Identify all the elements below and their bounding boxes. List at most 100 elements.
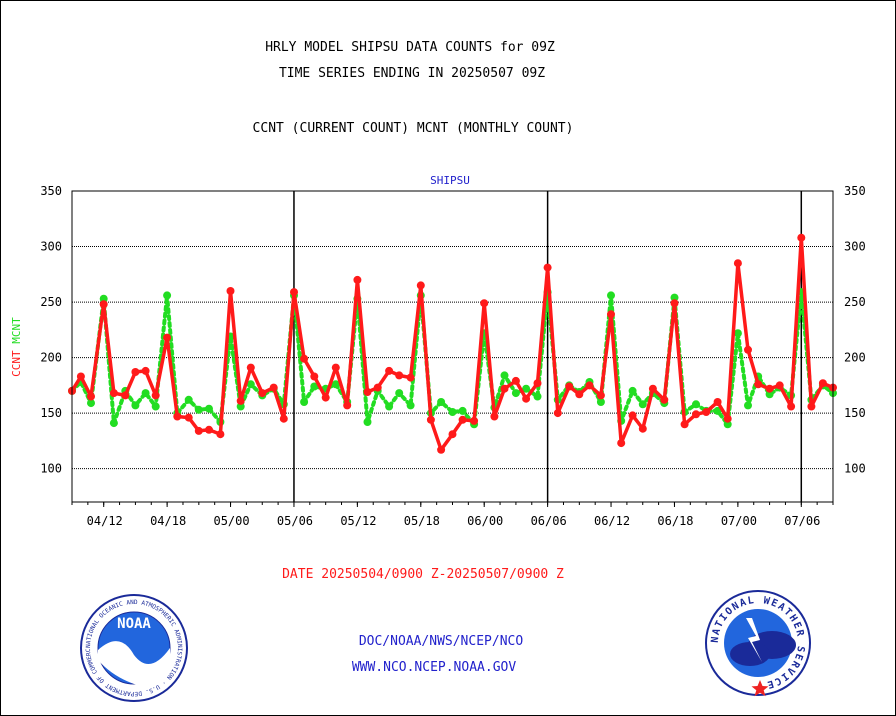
data-point-ccnt (723, 414, 732, 423)
data-point-ccnt (648, 384, 657, 393)
agency-path-link[interactable]: DOC/NOAA/NWS/NCEP/NCO (359, 634, 524, 649)
data-point-ccnt (236, 396, 245, 405)
data-point-ccnt (692, 410, 700, 419)
data-point-ccnt (607, 310, 615, 319)
data-point-ccnt (458, 415, 467, 424)
x-tick-label: 04/12 (87, 514, 123, 528)
data-point-mcnt (87, 399, 95, 408)
y-ticks-left: 100 150 200 250 300 350 (40, 184, 62, 476)
data-point-mcnt (744, 401, 752, 410)
data-point-mcnt (205, 404, 213, 413)
data-point-mcnt (511, 389, 520, 398)
x-tick-label: 06/00 (467, 514, 503, 528)
data-point-mcnt (437, 398, 446, 406)
data-point-ccnt (331, 363, 340, 372)
x-tick-label: 05/18 (404, 514, 440, 528)
data-point-mcnt (109, 419, 118, 428)
x-tick-label: 05/12 (340, 514, 376, 528)
y-tick-label-left: 100 (40, 462, 62, 476)
data-point-mcnt (246, 380, 255, 389)
y-tick-label-right: 250 (844, 295, 866, 309)
data-point-ccnt (395, 371, 404, 380)
plot-border (71, 190, 834, 503)
data-point-mcnt (184, 395, 193, 404)
data-point-ccnt (511, 376, 520, 385)
data-point-ccnt (226, 287, 235, 295)
data-point-ccnt (173, 412, 182, 421)
noaa-logo-ring-text: NATIONAL OCEANIC AND ATMOSPHERIC ADMINIS… (0, 0, 183, 697)
data-point-mcnt (131, 401, 140, 410)
data-point-ccnt (470, 416, 479, 425)
data-point-ccnt (754, 380, 763, 389)
grid-layer (72, 191, 833, 502)
data-point-ccnt (522, 394, 531, 403)
data-point-ccnt (575, 390, 584, 399)
data-point-ccnt (426, 415, 435, 424)
chart-title-line2: TIME SERIES ENDING IN 20250507 09Z (279, 66, 545, 81)
x-tick-label: 06/06 (531, 514, 567, 528)
data-point-ccnt (533, 379, 542, 388)
data-point-mcnt (713, 406, 722, 415)
data-point-ccnt (131, 368, 140, 376)
noaa-logo-gull (98, 641, 170, 686)
data-point-ccnt (797, 233, 806, 242)
data-point-ccnt (680, 420, 689, 429)
data-point-ccnt (194, 426, 203, 435)
data-point-ccnt (617, 439, 626, 448)
data-point-ccnt (373, 383, 382, 392)
data-point-ccnt (565, 382, 574, 391)
noaa-logo[interactable]: NATIONAL OCEANIC AND ATMOSPHERIC ADMINIS… (0, 0, 188, 702)
website-link[interactable]: WWW.NCO.NCEP.NOAA.GOV (352, 660, 517, 675)
data-point-ccnt (543, 263, 552, 272)
data-point-ccnt (300, 354, 309, 363)
nws-logo[interactable]: NATIONAL WEATHER SERVICE (705, 590, 811, 697)
data-point-ccnt (490, 412, 499, 421)
data-point-ccnt (448, 430, 457, 439)
data-point-mcnt (670, 293, 679, 302)
data-point-ccnt (807, 402, 816, 411)
data-point-ccnt (151, 391, 160, 400)
data-point-ccnt (733, 259, 742, 268)
data-point-mcnt (638, 400, 647, 409)
data-point-ccnt (585, 381, 594, 390)
data-point-mcnt (194, 405, 203, 414)
data-point-mcnt (99, 294, 108, 303)
data-point-mcnt (310, 382, 319, 391)
y-ticks-right: 100 150 200 250 300 350 (844, 184, 866, 476)
y-tick-label-right: 300 (844, 240, 866, 254)
nws-logo-star-icon (751, 680, 769, 697)
x-tick-label: 06/12 (594, 514, 630, 528)
data-point-ccnt (385, 366, 394, 375)
nws-logo-cloud-2 (730, 642, 770, 666)
data-point-ccnt (109, 389, 118, 398)
data-point-ccnt (246, 363, 255, 372)
data-point-mcnt (733, 329, 742, 338)
data-point-mcnt (607, 291, 615, 300)
y-axis-label: CCNT MCNT (10, 317, 23, 377)
data-point-mcnt (163, 291, 172, 300)
data-point-mcnt (331, 380, 340, 389)
data-point-mcnt (500, 371, 509, 380)
data-point-ccnt (141, 366, 150, 375)
data-point-ccnt (99, 300, 108, 309)
data-point-ccnt (216, 430, 225, 439)
data-point-mcnt (406, 401, 415, 410)
data-point-ccnt (670, 299, 679, 308)
data-point-ccnt (269, 383, 278, 392)
data-point-mcnt (723, 420, 732, 429)
data-point-ccnt (76, 372, 85, 381)
data-point-ccnt (775, 381, 784, 390)
y-axis-label-mcnt: MCNT (10, 317, 23, 344)
data-point-ccnt (765, 384, 774, 393)
data-point-ccnt (321, 393, 330, 402)
data-point-ccnt (660, 395, 669, 404)
data-point-mcnt (363, 418, 372, 426)
y-tick-label-left: 350 (40, 184, 62, 198)
x-tick-label: 06/18 (657, 514, 693, 528)
data-point-ccnt (628, 411, 637, 420)
data-point-ccnt (713, 398, 722, 406)
data-point-mcnt (385, 402, 394, 411)
x-tick-label: 07/06 (784, 514, 820, 528)
nws-logo-lightning-icon (746, 618, 762, 662)
series-layer (68, 233, 837, 454)
